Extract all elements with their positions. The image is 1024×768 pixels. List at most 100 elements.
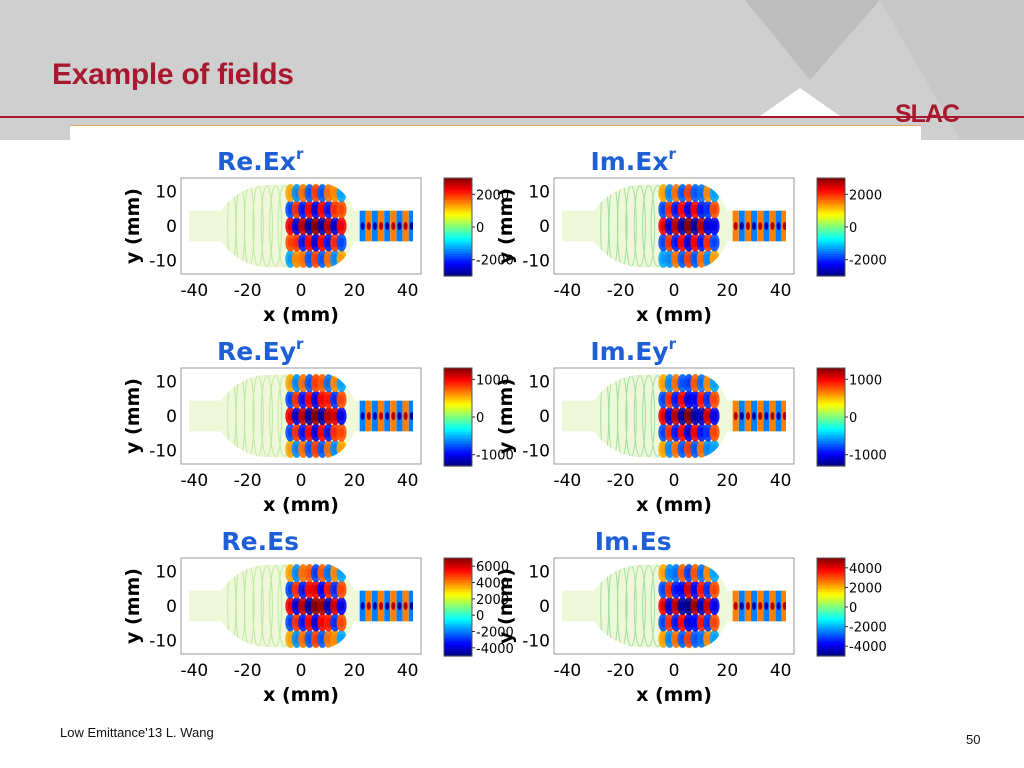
x-tick-label: -40 — [553, 661, 581, 681]
colorbar-band — [444, 419, 472, 423]
colorbar-band — [444, 421, 472, 425]
colorbar-band — [444, 619, 472, 623]
x-tick-label: 0 — [296, 281, 307, 301]
colorbar-band — [817, 239, 845, 243]
colorbar-tick-label: -1000 — [476, 449, 514, 464]
colorbar-band — [444, 190, 472, 194]
colorbar-band — [817, 572, 845, 576]
x-tick-label: 0 — [296, 661, 307, 681]
x-tick-label: 40 — [397, 661, 419, 681]
colorbar-band — [817, 651, 845, 655]
colorbar-band — [444, 436, 472, 440]
colorbar-band — [817, 244, 845, 248]
y-axis-label: y (mm) — [122, 378, 144, 454]
x-tick-label: 40 — [770, 661, 792, 681]
field-panel-6: Im.Es -40 -20 0 20 40 10 0 -10 x (mm) y (mm) 4000 20… — [495, 527, 887, 706]
x-tick-label: 20 — [717, 471, 739, 491]
colorbar-band — [444, 214, 472, 218]
colorbar-band — [817, 570, 845, 574]
colorbar-band — [444, 263, 472, 267]
colorbar-tick-label: 2000 — [476, 188, 509, 203]
colorbar-band — [817, 253, 845, 257]
colorbar-band — [444, 448, 472, 452]
colorbar-band — [444, 409, 472, 413]
colorbar-band — [444, 224, 472, 228]
x-axis-label: x (mm) — [263, 684, 339, 706]
colorbar-band — [444, 604, 472, 608]
x-tick-label: 20 — [717, 661, 739, 681]
title-rule — [0, 116, 1024, 118]
colorbar-band — [444, 458, 472, 462]
colorbar-band — [817, 372, 845, 376]
x-axis-label: x (mm) — [636, 684, 712, 706]
colorbar-band — [817, 643, 845, 647]
colorbar-band — [817, 212, 845, 216]
colorbar-band — [817, 261, 845, 265]
colorbar-band — [444, 182, 472, 186]
colorbar-band — [817, 217, 845, 221]
colorbar-band — [817, 653, 845, 657]
colorbar-band — [444, 222, 472, 226]
slide-title: Example of fields — [52, 58, 294, 91]
colorbar-band — [817, 463, 845, 467]
colorbar-band — [817, 407, 845, 411]
colorbar-tick-label: 0 — [476, 411, 484, 426]
y-tick-label: 10 — [528, 563, 550, 583]
colorbar-band — [817, 453, 845, 457]
colorbar-band — [444, 424, 472, 428]
colorbar-band — [444, 234, 472, 238]
colorbar-band — [444, 195, 472, 199]
colorbar-tick-label: -2000 — [849, 621, 887, 636]
colorbar-band — [444, 582, 472, 586]
x-tick-label: -20 — [607, 661, 635, 681]
y-tick-label: 10 — [528, 183, 550, 203]
colorbar-band — [444, 231, 472, 235]
colorbar-band — [817, 646, 845, 650]
colorbar-band — [817, 621, 845, 625]
colorbar-band — [444, 560, 472, 564]
x-axis-label: x (mm) — [263, 494, 339, 516]
colorbar-band — [817, 602, 845, 606]
colorbar-band — [444, 385, 472, 389]
colorbar-band — [444, 246, 472, 250]
colorbar-band — [444, 621, 472, 625]
colorbar-band — [444, 271, 472, 275]
colorbar-band — [444, 453, 472, 457]
colorbar-band — [817, 567, 845, 571]
colorbar-band — [444, 439, 472, 443]
colorbar-band — [817, 582, 845, 586]
colorbar-band — [444, 575, 472, 579]
colorbar-band — [817, 631, 845, 635]
x-tick-label: 0 — [669, 661, 680, 681]
colorbar-band — [444, 229, 472, 233]
colorbar: 2000 0 -2000 — [443, 177, 514, 277]
colorbar-band — [444, 641, 472, 645]
colorbar-band — [817, 577, 845, 581]
colorbar-band — [444, 239, 472, 243]
y-tick-label: 10 — [155, 183, 177, 203]
colorbar-band — [817, 451, 845, 455]
colorbar-band — [444, 200, 472, 204]
colorbar-band — [817, 402, 845, 406]
slac-logo: SLAC — [895, 100, 960, 128]
colorbar-band — [444, 602, 472, 606]
colorbar-band — [817, 182, 845, 186]
colorbar-band — [444, 180, 472, 184]
y-axis-label: y (mm) — [122, 188, 144, 264]
colorbar-band — [817, 394, 845, 398]
colorbar-band — [817, 399, 845, 403]
colorbar-band — [817, 385, 845, 389]
y-tick-label: -10 — [522, 441, 550, 461]
field-panel-2: Im.Exr -40 -20 0 20 40 10 0 -10 x (mm) y (mm) 2000 0… — [495, 145, 887, 326]
x-tick-label: -40 — [180, 281, 208, 301]
figure-top-border — [70, 125, 921, 126]
y-axis-label: y (mm) — [495, 378, 517, 454]
colorbar-band — [444, 570, 472, 574]
colorbar-band — [817, 434, 845, 438]
colorbar-band — [817, 604, 845, 608]
x-tick-label: -40 — [180, 661, 208, 681]
colorbar-band — [817, 562, 845, 566]
y-tick-label: -10 — [149, 251, 177, 271]
